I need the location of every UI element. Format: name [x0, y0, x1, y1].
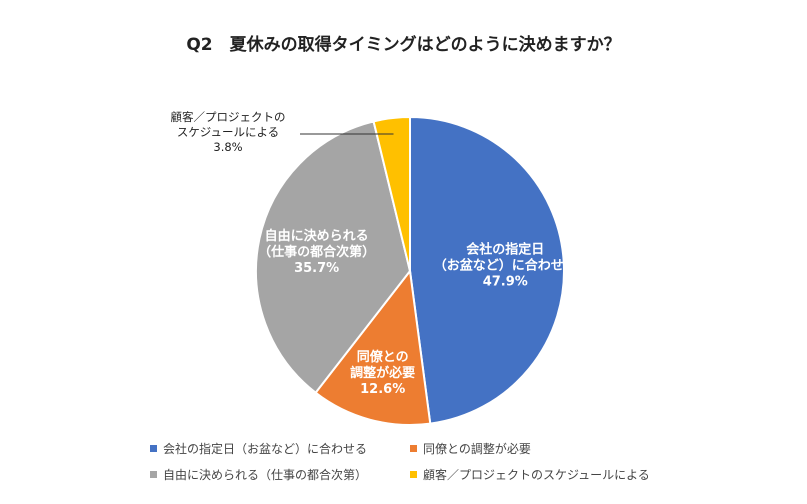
pie-chart: 会社の指定日（お盆など）に合わせる 47.9% 同僚との調整が必要 12.6% 自由に決…: [170, 110, 577, 426]
legend-item-coworker: 同僚との調整が必要: [410, 440, 531, 457]
chart-title: Q2 夏休みの取得タイミングはどのように決めますか？: [186, 35, 621, 55]
pie-slice-free: [255, 120, 412, 395]
pie-slice-coworker: [314, 268, 432, 426]
legend-swatch-coworker: [410, 445, 417, 452]
legend-swatch-client: [410, 471, 417, 478]
slice-label-company-day: 会社の指定日（お盆など）に合わせる 47.9%: [434, 242, 577, 290]
legend-item-client: 顧客／プロジェクトのスケジュールによる: [410, 466, 650, 483]
pie-slice-company-day: [409, 115, 565, 425]
slice-label-coworker: 同僚との調整が必要 12.6%: [350, 349, 415, 397]
legend-label-coworker: 同僚との調整が必要: [423, 442, 531, 456]
legend-item-company-day: 会社の指定日（お盆など）に合わせる: [150, 440, 367, 457]
slice-label-free: 自由に決められる（仕事の都合次第） 35.7%: [258, 228, 375, 276]
legend-label-company-day: 会社の指定日（お盆など）に合わせる: [163, 442, 368, 456]
legend-item-free: 自由に決められる（仕事の都合次第）: [150, 466, 367, 483]
slice-label-client: 顧客／プロジェクトのスケジュールによる 3.8%: [171, 110, 286, 154]
pie-labels: 会社の指定日（お盆など）に合わせる 47.9% 同僚との調整が必要 12.6% 自由に決…: [171, 110, 577, 397]
legend-swatch-company-day: [150, 445, 157, 452]
legend-label-client: 顧客／プロジェクトのスケジュールによる: [423, 468, 650, 482]
pie-slices: [255, 115, 565, 426]
legend-swatch-free: [150, 471, 157, 478]
pie-slice-client: [372, 115, 411, 272]
legend-label-free: 自由に決められる（仕事の都合次第）: [163, 468, 368, 482]
